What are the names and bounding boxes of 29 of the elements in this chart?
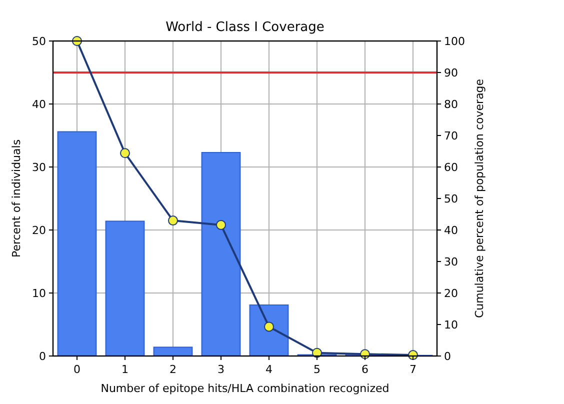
x-tick-label: 6 [362, 363, 368, 376]
x-tick-label: 1 [122, 363, 128, 376]
y2-tick-label: 0 [444, 350, 451, 363]
x-tick-label: 2 [170, 363, 176, 376]
x-tick-label: 3 [218, 363, 224, 376]
y-tick-label: 10 [32, 286, 46, 300]
x-axis-title: Number of epitope hits/HLA combination recognized [100, 382, 390, 395]
chart-title: World - Class I Coverage [166, 20, 324, 35]
y-tick-label: 0 [39, 350, 46, 363]
y2-tick-label: 40 [444, 224, 458, 237]
y2-tick-label: 90 [444, 66, 458, 80]
y2-tick-label: 80 [444, 98, 458, 111]
y-axis-title: Percent of individuals [10, 139, 23, 258]
x-tick-label: 5 [314, 363, 320, 376]
x-tick-label: 7 [410, 363, 416, 376]
y2-tick-label: 70 [444, 129, 458, 142]
y2-tick-label: 50 [444, 192, 458, 206]
y2-tick-label: 60 [444, 160, 458, 174]
y-tick-label: 50 [32, 34, 46, 48]
y-tick-label: 30 [32, 160, 46, 174]
y-tick-label: 40 [32, 98, 46, 111]
y2-tick-label: 30 [444, 255, 458, 268]
y2-axis-title: Cumulative percent of population coverage [473, 78, 486, 318]
y-tick-label: 20 [32, 224, 46, 237]
y2-tick-label: 10 [444, 318, 458, 332]
x-tick-label: 0 [74, 363, 80, 376]
x-tick-label: 4 [266, 363, 272, 376]
y2-tick-label: 100 [444, 34, 465, 48]
y2-tick-label: 20 [444, 286, 458, 300]
